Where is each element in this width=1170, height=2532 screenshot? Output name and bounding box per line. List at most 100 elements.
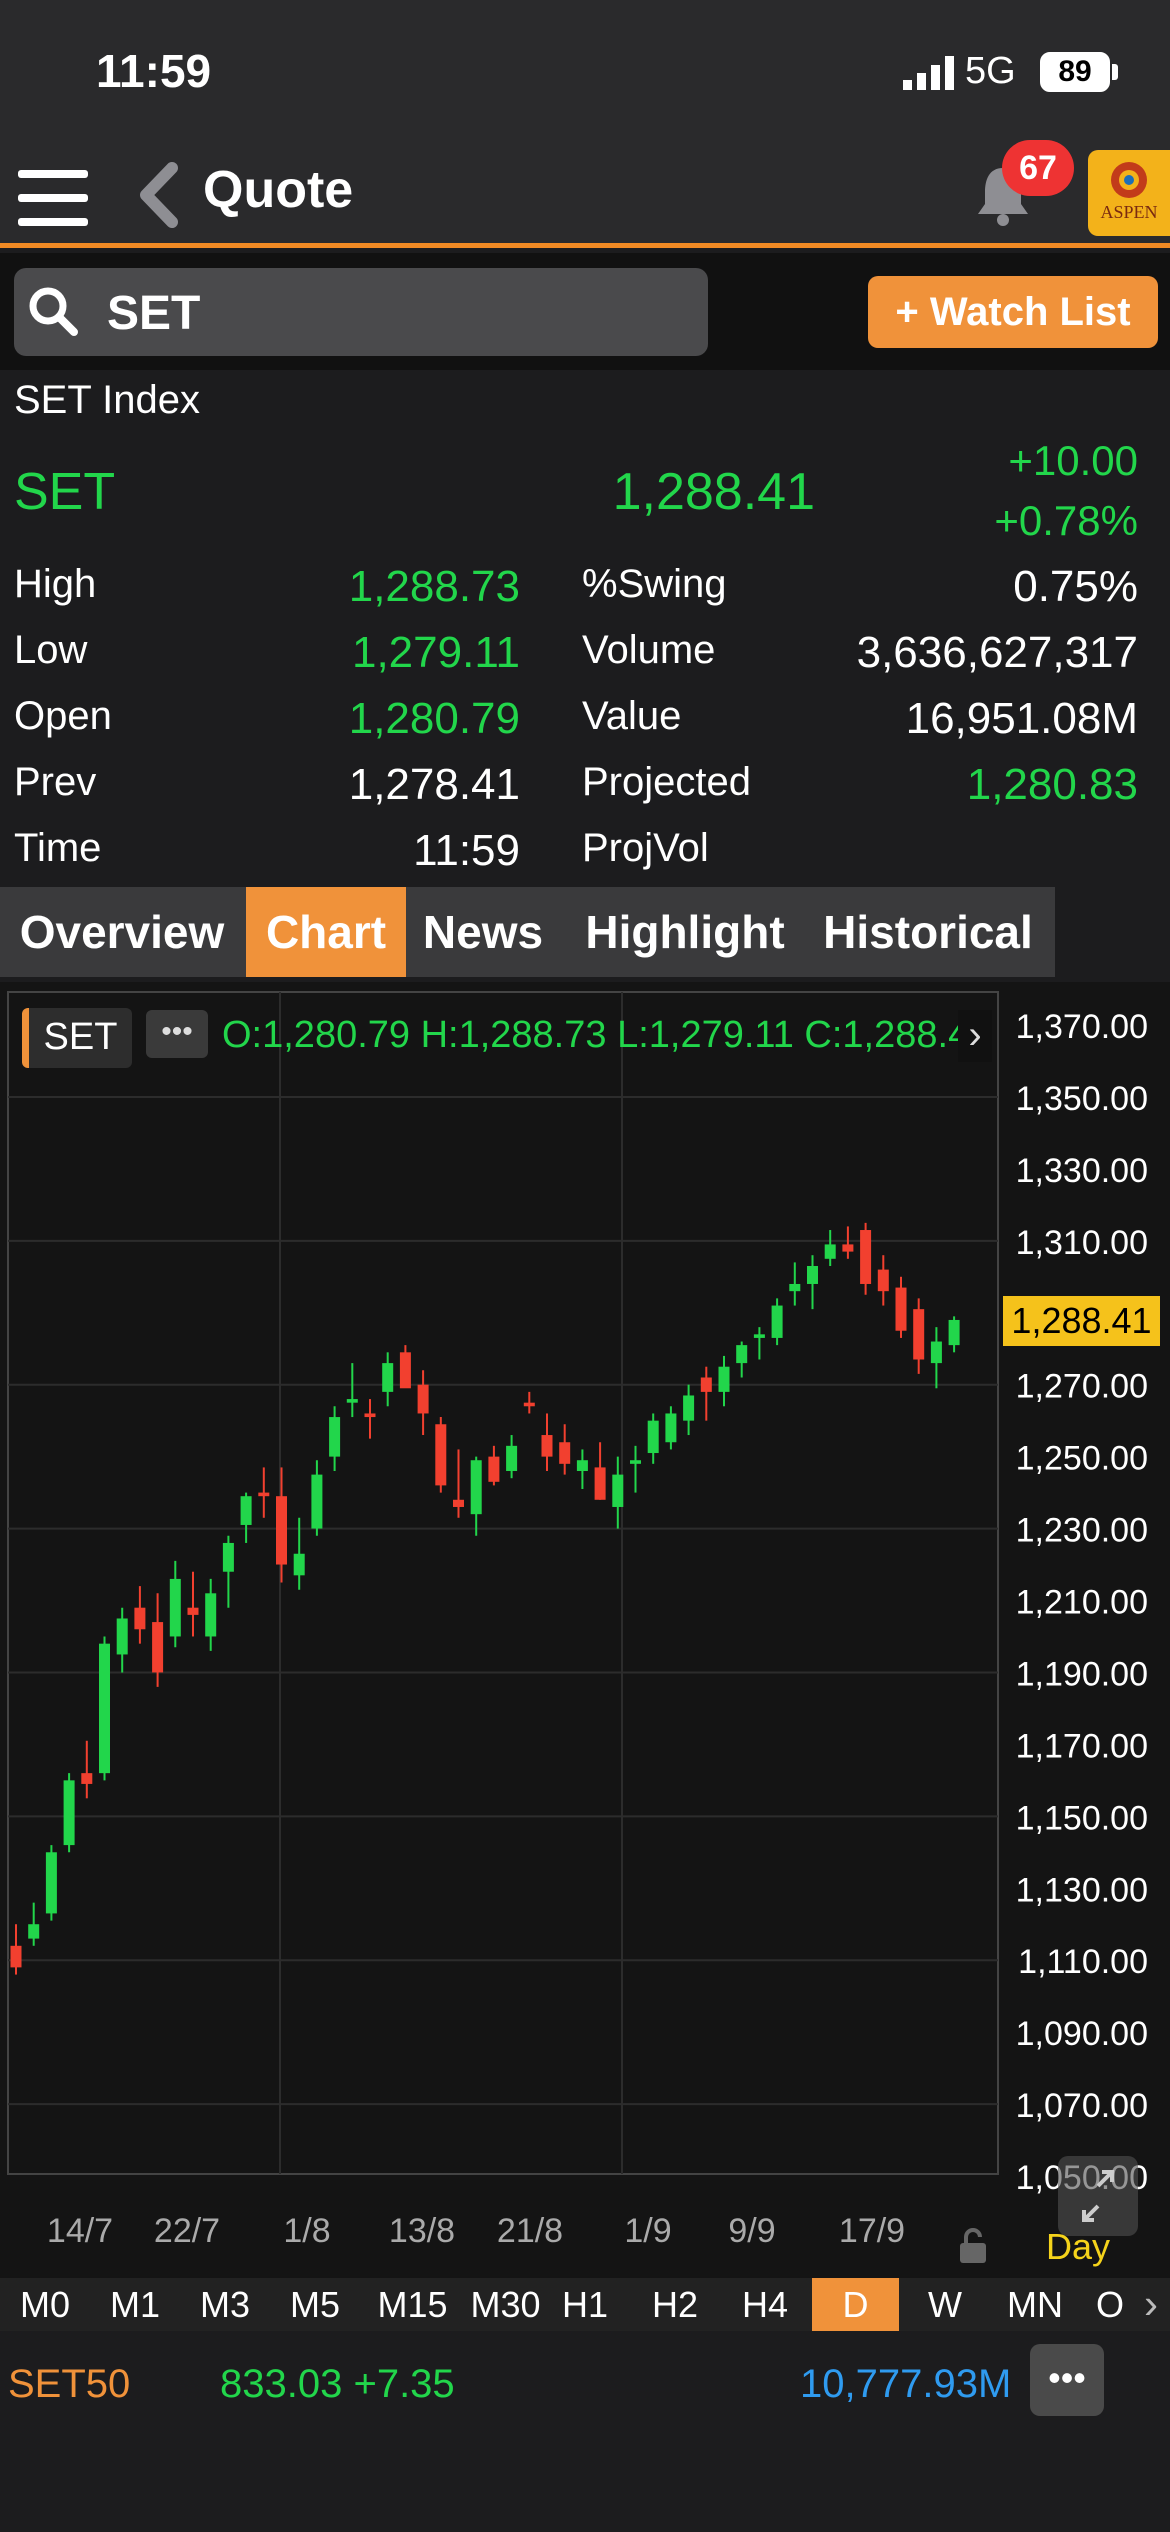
period-mn[interactable]: MN [1007,2284,1063,2325]
value-value: 16,951.08M [905,694,1138,743]
candle-body [417,1384,429,1414]
ticker-turnover: 10,777.93M [800,2362,1012,2406]
candle-body [152,1622,164,1673]
period-w[interactable]: W [928,2284,962,2325]
swing-value: 0.75% [1013,562,1138,611]
ohlc-readout: O:1,280.79 H:1,288.73 L:1,279.11 C:1,288… [222,1014,974,1056]
volume-value: 3,636,627,317 [856,628,1138,677]
aspen-logo[interactable]: ASPEN [1088,150,1170,236]
last-price: 1,288.41 [612,463,815,521]
period-h4[interactable]: H4 [741,2284,789,2325]
y-tick-label: 1,150.00 [1016,1799,1148,1837]
x-tick-label: 13/8 [389,2212,455,2250]
tab-chart[interactable]: Chart [246,887,406,977]
ticker-symbol[interactable]: SET50 [8,2362,131,2406]
lock-icon[interactable] [958,2228,988,2264]
period-m1[interactable]: M1 [109,2284,160,2325]
x-tick-label: 1/8 [283,2212,330,2250]
projvol-label: ProjVol [582,826,709,870]
search-input[interactable] [14,268,708,356]
y-tick-label: 1,130.00 [1016,1871,1148,1909]
x-tick-label: 1/9 [624,2212,671,2250]
period-m15[interactable]: M15 [377,2284,448,2325]
period-m0[interactable]: M0 [19,2284,70,2325]
period-d[interactable]: D [812,2278,899,2331]
tab-highlight[interactable]: Highlight [585,906,785,958]
candle-body [948,1319,960,1346]
candle-body [506,1445,518,1472]
add-watchlist-button[interactable]: + Watch List [868,276,1158,348]
candle-body [28,1924,40,1939]
x-tick-label: 14/7 [47,2212,113,2250]
menu-icon[interactable] [18,170,90,226]
projected-label: Projected [582,760,751,804]
candle-body [99,1643,110,1774]
time-value: 11:59 [413,826,520,875]
candle-body [665,1413,677,1443]
candle-body [205,1593,217,1637]
scale-label[interactable]: Day [1046,2226,1111,2267]
candle-body [293,1553,305,1576]
period-m5[interactable]: M5 [289,2284,340,2325]
low-value: 1,279.11 [351,628,520,677]
candle-body [311,1474,323,1529]
candle-body [647,1420,659,1454]
chart-area[interactable] [0,982,1170,2278]
chevron-right-icon[interactable]: › [1134,2280,1168,2330]
candle-body [630,1460,641,1464]
candle-body [753,1334,765,1338]
candle-body [700,1377,712,1392]
x-axis-ticks: 14/7 22/7 1/8 13/8 21/8 1/9 9/9 17/9 [47,2212,905,2250]
candle-body [594,1467,606,1500]
period-m30[interactable]: M30 [470,2284,541,2325]
candle-body [736,1345,748,1364]
candle-body [523,1402,535,1407]
x-tick-label: 21/8 [497,2212,563,2250]
candle-body [576,1460,588,1472]
candle-body [718,1366,730,1392]
prev-value: 1,278.41 [348,760,520,809]
high-value: 1,288.73 [348,562,520,611]
y-tick-label: 1,330.00 [1016,1152,1148,1190]
ticker-more-button[interactable]: ••• [1030,2344,1104,2416]
chevron-right-icon[interactable]: › [958,1010,992,1062]
chart-more-button[interactable]: ••• [146,1010,208,1058]
candle-body [63,1780,75,1846]
tab-overview[interactable]: Overview [19,906,225,958]
y-tick-label: 1,230.00 [1016,1512,1148,1550]
instrument-symbol: SET [14,463,116,521]
quote-tabs [0,887,1055,977]
battery-cap [1112,64,1118,80]
last-price-tag: 1,288.41 [1003,1296,1160,1346]
tab-news[interactable]: News [422,906,544,958]
candle-body [612,1474,624,1507]
candle-body [435,1424,447,1486]
candle-body [276,1496,287,1565]
candle-body [399,1352,411,1389]
status-bar [0,0,1170,150]
period-m3[interactable]: M3 [199,2284,250,2325]
chart-symbol-label[interactable]: SET [22,1008,132,1068]
candle-body [771,1305,783,1338]
app-header [0,150,1170,248]
candle-body [824,1244,836,1259]
y-tick-label: 1,090.00 [1016,2015,1148,2053]
tab-historical[interactable]: Historical [823,906,1033,958]
candle-body [860,1230,872,1284]
quote-panel [0,370,1170,885]
period-more[interactable]: O [1095,2284,1124,2325]
period-h2[interactable]: H2 [651,2284,699,2325]
back-chevron-icon[interactable] [134,162,182,228]
period-h1[interactable]: H1 [561,2284,609,2325]
index-ticker [0,2331,1170,2532]
period-selector [0,2278,1170,2331]
logo-text: ASPEN [1100,202,1158,222]
candle-body [559,1442,571,1464]
candlestick-chart[interactable]: 1,370.001,350.001,330.001,310.001,290.00… [0,982,1170,2278]
expand-chart-icon[interactable] [1058,2156,1138,2236]
candle-body [541,1435,553,1457]
status-time: 11:59 [96,45,212,97]
candle-body [683,1395,695,1421]
search-icon [28,286,80,338]
candle-body [913,1309,925,1360]
